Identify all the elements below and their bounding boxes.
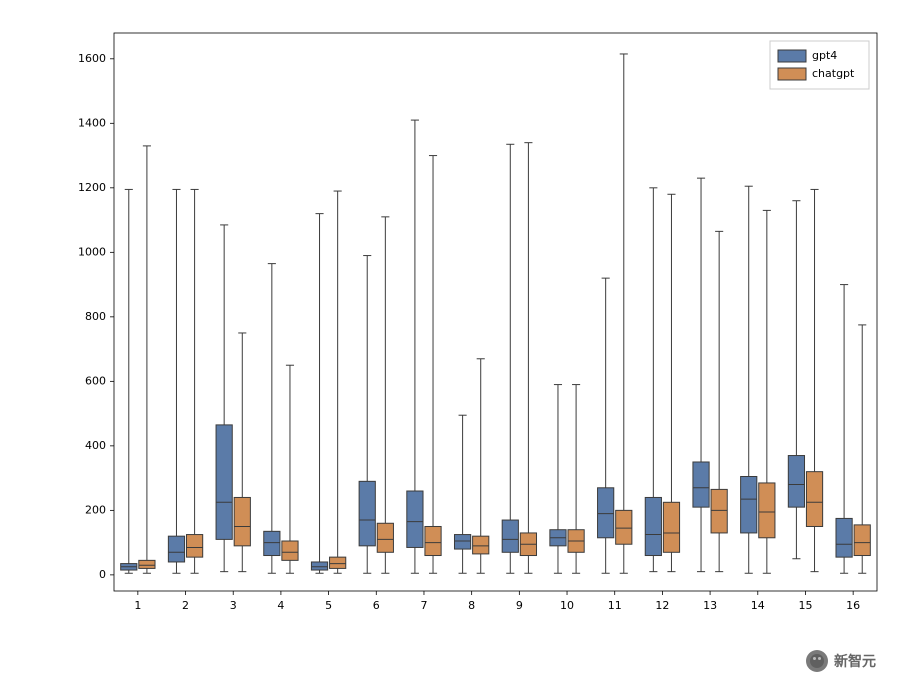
svg-text:8: 8: [468, 599, 475, 612]
svg-text:chatgpt: chatgpt: [812, 67, 855, 80]
svg-text:6: 6: [373, 599, 380, 612]
legend: gpt4 chatgpt: [770, 41, 869, 89]
svg-text:400: 400: [85, 439, 106, 452]
svg-text:3: 3: [230, 599, 237, 612]
svg-text:12: 12: [655, 599, 669, 612]
svg-text:10: 10: [560, 599, 574, 612]
svg-text:gpt4: gpt4: [812, 49, 837, 62]
svg-text:1: 1: [134, 599, 141, 612]
svg-text:11: 11: [608, 599, 622, 612]
svg-text:15: 15: [798, 599, 812, 612]
svg-text:14: 14: [751, 599, 765, 612]
svg-text:7: 7: [420, 599, 427, 612]
svg-text:800: 800: [85, 310, 106, 323]
watermark: 新智元: [806, 650, 876, 672]
svg-text:600: 600: [85, 374, 106, 387]
boxplot-chart: 0200400600800100012001400160012345678910…: [0, 0, 912, 686]
watermark-logo-icon: [806, 650, 828, 672]
svg-text:1200: 1200: [78, 181, 106, 194]
svg-text:9: 9: [516, 599, 523, 612]
watermark-text: 新智元: [834, 651, 876, 671]
svg-text:1000: 1000: [78, 245, 106, 258]
svg-text:4: 4: [277, 599, 284, 612]
svg-text:0: 0: [99, 568, 106, 581]
svg-text:1400: 1400: [78, 116, 106, 129]
svg-text:5: 5: [325, 599, 332, 612]
svg-text:1600: 1600: [78, 52, 106, 65]
svg-text:200: 200: [85, 503, 106, 516]
svg-text:13: 13: [703, 599, 717, 612]
svg-text:2: 2: [182, 599, 189, 612]
svg-text:16: 16: [846, 599, 860, 612]
